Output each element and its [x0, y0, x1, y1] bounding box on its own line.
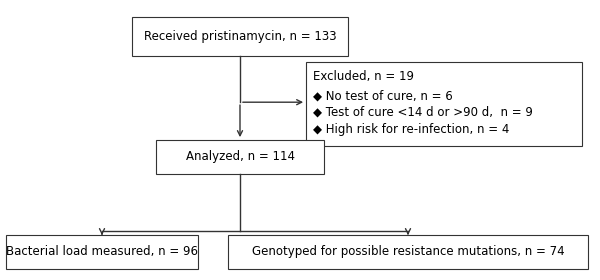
- Text: ◆ No test of cure, n = 6: ◆ No test of cure, n = 6: [313, 89, 453, 102]
- FancyBboxPatch shape: [6, 235, 198, 269]
- FancyBboxPatch shape: [306, 62, 582, 146]
- Text: Genotyped for possible resistance mutations, n = 74: Genotyped for possible resistance mutati…: [251, 246, 565, 258]
- Text: Bacterial load measured, n = 96: Bacterial load measured, n = 96: [6, 246, 198, 258]
- FancyBboxPatch shape: [228, 235, 588, 269]
- Text: Received pristinamycin, n = 133: Received pristinamycin, n = 133: [143, 30, 337, 43]
- FancyBboxPatch shape: [156, 140, 324, 174]
- Text: ◆ High risk for re-infection, n = 4: ◆ High risk for re-infection, n = 4: [313, 123, 509, 136]
- Text: Analyzed, n = 114: Analyzed, n = 114: [185, 150, 295, 163]
- Text: ◆ Test of cure <14 d or >90 d,  n = 9: ◆ Test of cure <14 d or >90 d, n = 9: [313, 106, 533, 119]
- Text: Excluded, n = 19: Excluded, n = 19: [313, 70, 414, 83]
- FancyBboxPatch shape: [132, 17, 348, 56]
